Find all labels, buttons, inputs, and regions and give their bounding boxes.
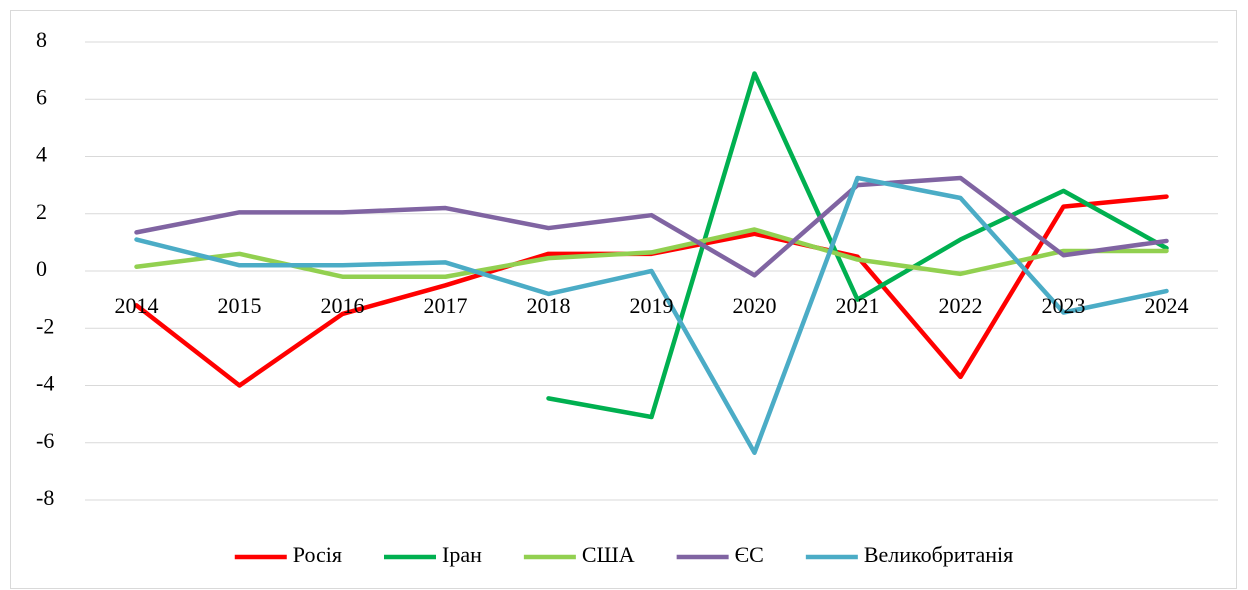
x-tick-label: 2019 bbox=[630, 293, 674, 318]
y-tick-label: -2 bbox=[36, 313, 54, 338]
series-line bbox=[134, 175, 1169, 278]
x-tick-label: 2022 bbox=[939, 293, 983, 318]
series-line bbox=[134, 175, 1169, 456]
x-tick-label: 2015 bbox=[218, 293, 262, 318]
chart-frame bbox=[10, 10, 1237, 589]
x-tick-label: 2014 bbox=[115, 293, 159, 318]
legend-label: США bbox=[582, 542, 635, 567]
y-tick-label: -6 bbox=[36, 428, 54, 453]
y-tick-label: 0 bbox=[36, 256, 47, 281]
y-tick-label: 4 bbox=[36, 142, 47, 167]
legend-label: Іран bbox=[442, 542, 482, 567]
series-line bbox=[134, 227, 1169, 279]
legend-label: Росія bbox=[293, 542, 342, 567]
x-tick-label: 2024 bbox=[1145, 293, 1189, 318]
x-tick-label: 2018 bbox=[527, 293, 571, 318]
legend-label: ЄС bbox=[735, 542, 764, 567]
x-tick-label: 2020 bbox=[733, 293, 777, 318]
y-tick-label: -8 bbox=[36, 485, 54, 510]
x-tick-label: 2017 bbox=[424, 293, 468, 318]
x-tick-label: 2021 bbox=[836, 293, 880, 318]
y-tick-label: 2 bbox=[36, 199, 47, 224]
x-tick-label: 2023 bbox=[1042, 293, 1086, 318]
legend-label: Великобританія bbox=[864, 542, 1013, 567]
x-tick-label: 2016 bbox=[321, 293, 365, 318]
y-tick-label: 6 bbox=[36, 84, 47, 109]
y-tick-label: 8 bbox=[36, 27, 47, 52]
series-line bbox=[546, 71, 1169, 420]
y-tick-label: -4 bbox=[36, 371, 54, 396]
